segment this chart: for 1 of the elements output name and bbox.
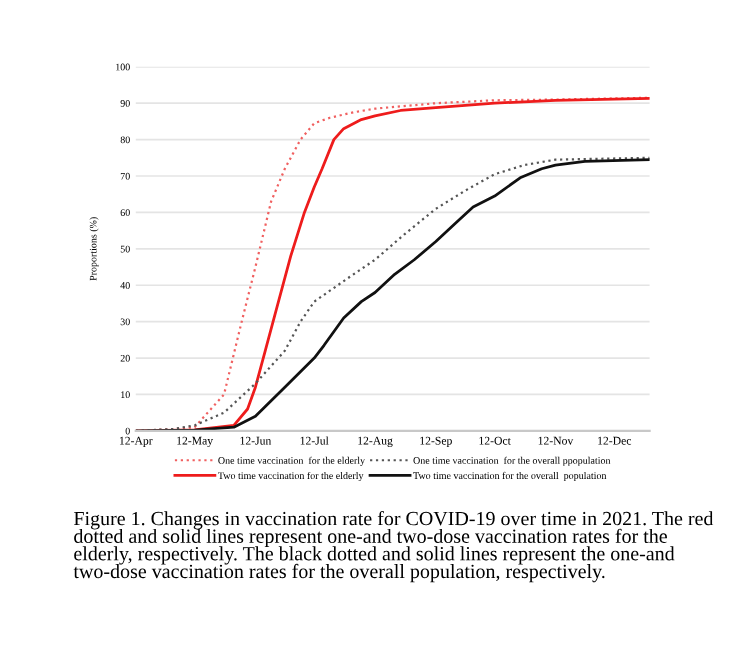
caption: Figure 1. Changes in vaccination rate for COVID-19 over time in 2021. The red dotted and solid lines represent one-and two-dose vaccination rates for the elderly, respectively. The black dotted and solid lines represent the one-and two-dose vaccination rates for the overall population, respectively.: [73, 511, 714, 583]
